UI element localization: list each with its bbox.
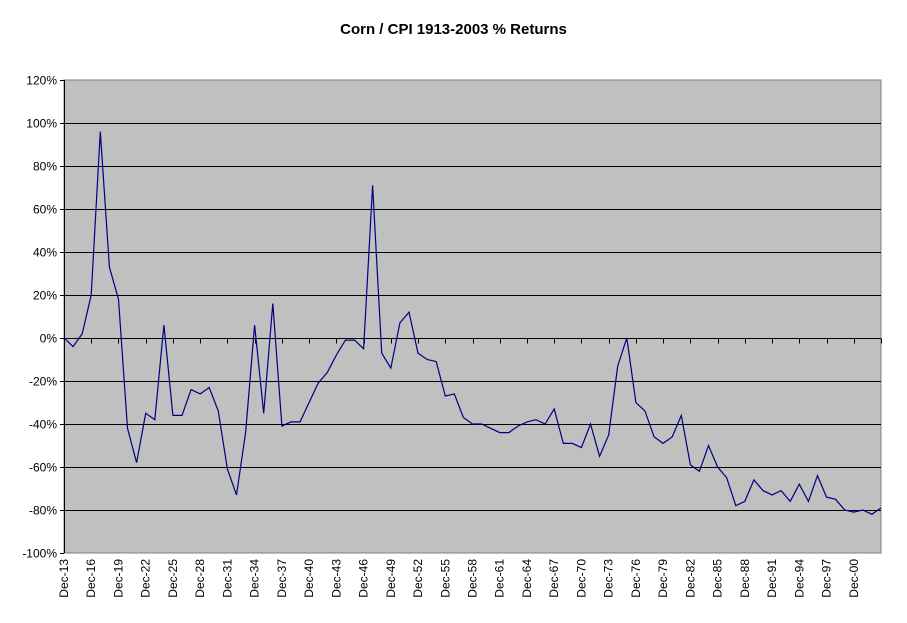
x-tick-label: Dec-00 [847, 559, 861, 598]
x-tick-label: Dec-13 [57, 559, 71, 598]
y-axis: 120% 100% 80% 60% 40% 20% 0% -20% -40% -60% -80% -1… [22, 74, 65, 561]
x-tick-label: Dec-61 [493, 559, 507, 598]
x-tick-label: Dec-97 [820, 559, 834, 598]
x-tick-label: Dec-34 [248, 559, 262, 598]
y-tick-label: 60% [33, 203, 57, 217]
x-tick-label: Dec-79 [656, 559, 670, 598]
x-tick-label: Dec-70 [574, 559, 588, 598]
x-tick-label: Dec-46 [357, 559, 371, 598]
x-tick-label: Dec-40 [302, 559, 316, 598]
chart-title: Corn / CPI 1913-2003 % Returns [340, 21, 567, 38]
x-tick-label: Dec-43 [329, 559, 343, 598]
x-tick-label: Dec-76 [629, 559, 643, 598]
x-tick-label: Dec-91 [765, 559, 779, 598]
y-tick-label: -60% [29, 461, 57, 475]
y-tick-label: -80% [29, 504, 57, 518]
x-tick-label: Dec-37 [275, 559, 289, 598]
x-tick-label: Dec-58 [466, 559, 480, 598]
y-tick-label: 20% [33, 289, 57, 303]
y-tick-label: -100% [22, 547, 57, 561]
x-tick-label: Dec-28 [193, 559, 207, 598]
x-tick-label: Dec-52 [411, 559, 425, 598]
x-tick-label: Dec-16 [84, 559, 98, 598]
gridlines [64, 123, 881, 511]
x-tick-label: Dec-94 [792, 559, 806, 598]
x-tick-label: Dec-85 [711, 559, 725, 598]
y-tick-label: 40% [33, 246, 57, 260]
y-tick-label: 120% [26, 74, 57, 88]
plot-area [63, 79, 882, 554]
y-tick-label: -20% [29, 375, 57, 389]
x-tick-label: Dec-67 [547, 559, 561, 598]
x-tick-label: Dec-49 [384, 559, 398, 598]
y-tick-label: 100% [26, 117, 57, 131]
x-tick-label: Dec-19 [111, 559, 125, 598]
x-tick-label: Dec-82 [683, 559, 697, 598]
x-tick-label: Dec-64 [520, 559, 534, 598]
x-tick-label: Dec-25 [166, 559, 180, 598]
x-tick-label: Dec-22 [139, 559, 153, 598]
x-axis: Dec-13 Dec-16 Dec-19 Dec-22 Dec-25 Dec-28 Dec-… [57, 338, 882, 598]
x-tick-label: Dec-88 [738, 559, 752, 598]
series-line-corn-cpi [63, 131, 882, 515]
x-tick-label: Dec-73 [602, 559, 616, 598]
y-tick-label: -40% [29, 418, 57, 432]
x-tick-label: Dec-31 [220, 559, 234, 598]
y-tick-label: 80% [33, 160, 57, 174]
y-tick-label: 0% [40, 332, 58, 346]
x-tick-label: Dec-55 [438, 559, 452, 598]
